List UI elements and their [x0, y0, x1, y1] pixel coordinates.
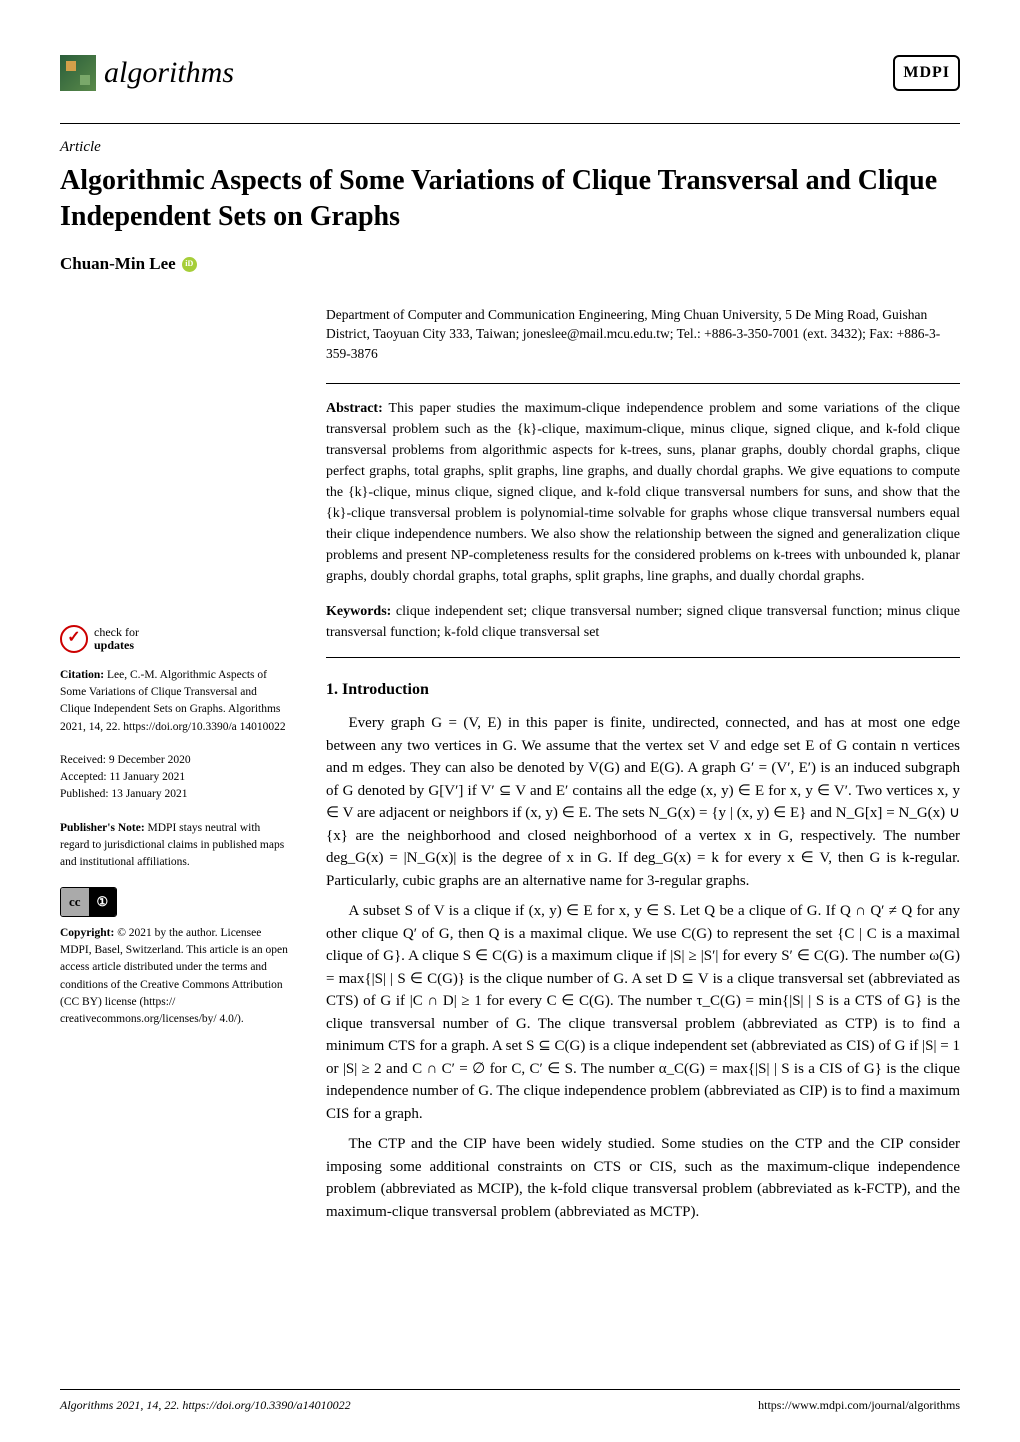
keywords-label: Keywords: — [326, 604, 391, 619]
journal-logo: algorithms — [60, 50, 234, 95]
section-1-p1: Every graph G = (V, E) in this paper is … — [326, 712, 960, 892]
published-date: Published: 13 January 2021 — [60, 786, 290, 803]
check-updates-icon — [60, 625, 88, 653]
main-content: Department of Computer and Communication… — [326, 305, 960, 1232]
publisher-logo: MDPI — [893, 55, 960, 91]
abstract-label: Abstract: — [326, 401, 383, 416]
section-1-heading: 1. Introduction — [326, 678, 960, 702]
section-1-p2: A subset S of V is a clique if (x, y) ∈ … — [326, 900, 960, 1125]
section-1-p3: The CTP and the CIP have been widely stu… — [326, 1133, 960, 1223]
keywords-text: clique independent set; clique transvers… — [326, 604, 960, 640]
sidebar: check for updates Citation: Lee, C.-M. A… — [60, 305, 290, 1232]
copyright-text: © 2021 by the author. Licensee MDPI, Bas… — [60, 927, 288, 1025]
check-for-updates[interactable]: check for updates — [60, 625, 290, 653]
publisher-logo-text: MDPI — [903, 61, 950, 85]
received-date: Received: 9 December 2020 — [60, 752, 290, 769]
cc-by-badge[interactable]: cc ① — [60, 887, 117, 917]
header-row: algorithms MDPI — [60, 50, 960, 95]
journal-logo-icon — [60, 55, 96, 91]
citation-label: Citation: — [60, 669, 104, 681]
article-title: Algorithmic Aspects of Some Variations o… — [60, 163, 960, 236]
page: algorithms MDPI Article Algorithmic Aspe… — [0, 0, 1020, 1442]
two-column-layout: check for updates Citation: Lee, C.-M. A… — [60, 305, 960, 1232]
publishers-note-label: Publisher's Note: — [60, 822, 145, 834]
cc-icon: cc — [61, 888, 89, 916]
top-rule — [60, 123, 960, 124]
keywords-paragraph: Keywords: clique independent set; clique… — [326, 601, 960, 643]
section-1-body: Every graph G = (V, E) in this paper is … — [326, 712, 960, 1223]
check-updates-text: check for updates — [94, 626, 139, 652]
orcid-icon[interactable] — [182, 257, 197, 272]
by-icon: ① — [89, 888, 117, 916]
footer-left: Algorithms 2021, 14, 22. https://doi.org… — [60, 1396, 351, 1414]
affiliation: Department of Computer and Communication… — [326, 305, 960, 364]
footer-right[interactable]: https://www.mdpi.com/journal/algorithms — [758, 1396, 960, 1414]
journal-name: algorithms — [104, 50, 234, 95]
publishers-note-block: Publisher's Note: MDPI stays neutral wit… — [60, 820, 290, 872]
abstract-paragraph: Abstract: This paper studies the maximum… — [326, 398, 960, 587]
copyright-label: Copyright: — [60, 927, 114, 939]
check-line2: updates — [94, 638, 134, 652]
check-line1: check for — [94, 625, 139, 639]
footer: Algorithms 2021, 14, 22. https://doi.org… — [60, 1389, 960, 1414]
footer-left-text: Algorithms 2021, 14, 22. https://doi.org… — [60, 1398, 351, 1412]
author-line: Chuan-Min Lee — [60, 251, 960, 277]
accepted-date: Accepted: 11 January 2021 — [60, 769, 290, 786]
dates-block: Received: 9 December 2020 Accepted: 11 J… — [60, 752, 290, 804]
author-name: Chuan-Min Lee — [60, 251, 176, 277]
article-type: Article — [60, 136, 960, 159]
abstract-text: This paper studies the maximum-clique in… — [326, 401, 960, 584]
copyright-block: Copyright: © 2021 by the author. License… — [60, 925, 290, 1029]
abstract-box: Abstract: This paper studies the maximum… — [326, 383, 960, 658]
citation-block: Citation: Lee, C.-M. Algorithmic Aspects… — [60, 667, 290, 736]
